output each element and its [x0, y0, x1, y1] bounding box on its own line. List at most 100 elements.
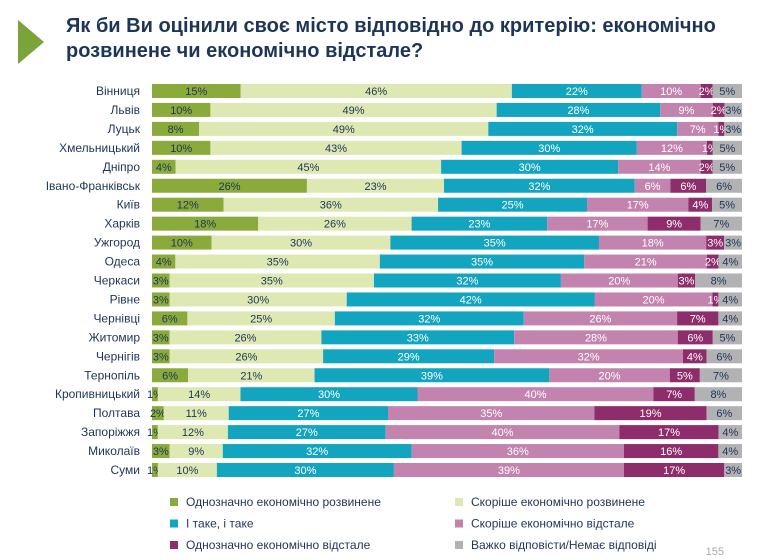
data-label: 16% [660, 446, 682, 458]
bar-segment [152, 178, 307, 193]
data-label: 5% [719, 200, 735, 212]
legend-marker [455, 498, 463, 506]
data-label: 26% [234, 332, 256, 344]
bar-segment [152, 254, 176, 269]
bar-segment [694, 387, 742, 402]
data-label: 14% [188, 389, 210, 401]
data-label: 7% [690, 124, 706, 136]
bar-segment [385, 425, 620, 440]
data-label: 26% [235, 351, 257, 363]
data-label: 3% [725, 124, 741, 136]
data-label: 26% [324, 219, 346, 231]
bar-segment [724, 102, 742, 117]
data-label: 20% [599, 370, 621, 382]
data-label: 10% [660, 86, 682, 98]
data-label: 28% [567, 105, 589, 117]
bar-segment [647, 216, 701, 231]
bar-segment [199, 121, 489, 136]
data-label: 11% [186, 408, 207, 420]
bar-segment [706, 406, 742, 421]
data-label: 4% [156, 257, 172, 269]
bar-segment [169, 349, 324, 364]
bar-segment [712, 140, 742, 155]
bar-segment [152, 216, 259, 231]
data-label: 5% [719, 86, 735, 98]
data-label: 4% [156, 162, 172, 174]
bar-segment [712, 292, 719, 307]
data-label: 4% [722, 294, 738, 306]
data-label: 9% [188, 446, 204, 458]
data-label: 9% [666, 219, 682, 231]
data-label: 26% [218, 181, 240, 193]
data-label: 15% [185, 86, 207, 98]
data-label: 33% [407, 332, 429, 344]
bar-segment [373, 273, 561, 288]
data-label: 2% [699, 86, 715, 98]
bar-segment [169, 292, 347, 307]
data-label: 8% [710, 389, 726, 401]
bar-segment [706, 235, 725, 250]
bar-segment [724, 235, 742, 250]
data-label: 3% [153, 332, 169, 344]
data-label: 3% [153, 276, 169, 288]
data-label: 6% [716, 408, 732, 420]
data-label: 28% [585, 332, 607, 344]
bar-segment [169, 330, 322, 345]
bar-segment [712, 330, 742, 345]
bar-segment [152, 444, 170, 459]
data-label: 10% [171, 238, 193, 250]
data-label: 7% [666, 389, 682, 401]
bar-segment [152, 197, 224, 212]
bar-segment [258, 216, 412, 231]
bar-segment [718, 425, 742, 440]
bar-segment [227, 425, 386, 440]
data-label: 39% [421, 370, 443, 382]
category-label: Кропивницький [55, 387, 140, 401]
bar-segment [636, 140, 707, 155]
data-label: 39% [498, 465, 520, 477]
data-label: 6% [716, 181, 732, 193]
bar-segment [653, 387, 695, 402]
bar-segment [152, 406, 164, 421]
bar-segment [152, 349, 170, 364]
bar-segment [306, 178, 445, 193]
data-label: 20% [642, 294, 664, 306]
bar-segment [240, 387, 418, 402]
bar-segment [390, 235, 599, 250]
bar-segment [683, 349, 707, 364]
bar-segment [688, 197, 713, 212]
bar-segment [152, 463, 158, 477]
data-label: 18% [642, 238, 664, 250]
data-label: 21% [635, 257, 657, 269]
bar-segment [724, 463, 742, 477]
data-label: 49% [333, 124, 355, 136]
legend-label: Однозначно економічно відстале [186, 538, 371, 552]
bar-segment [634, 178, 671, 193]
data-label: 5% [719, 143, 735, 155]
data-label: 3% [725, 105, 741, 117]
category-label: Одеса [105, 255, 141, 269]
data-label: 3% [707, 238, 723, 250]
data-label: 19% [640, 408, 662, 420]
bar-segment [461, 140, 637, 155]
bar-segment [444, 178, 635, 193]
data-label: 25% [250, 313, 272, 325]
bar-segment [718, 444, 742, 459]
data-label: 7% [713, 219, 729, 231]
bar-segment [660, 102, 713, 117]
category-label: Ужгород [94, 236, 140, 250]
data-label: 32% [578, 351, 600, 363]
bar-segment [549, 368, 670, 383]
data-label: 7% [713, 370, 729, 382]
data-label: 8% [168, 124, 184, 136]
category-label: Харків [104, 217, 140, 231]
bar-segment [411, 444, 624, 459]
bar-segment [624, 444, 719, 459]
legend-marker [455, 541, 463, 549]
bar-segment [157, 387, 241, 402]
bar-segment [175, 254, 380, 269]
bar-segment [677, 273, 696, 288]
bar-segment [598, 235, 707, 250]
data-label: 35% [471, 257, 493, 269]
bar-segment [706, 140, 713, 155]
